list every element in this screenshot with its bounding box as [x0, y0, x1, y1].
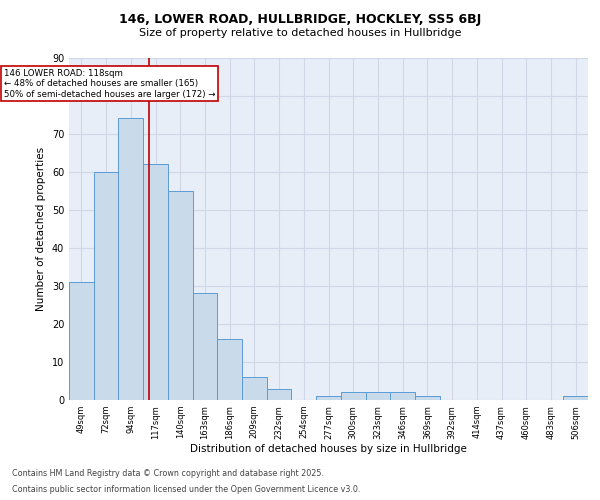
- Bar: [365, 392, 390, 400]
- Bar: [193, 294, 217, 400]
- Bar: [217, 339, 242, 400]
- Bar: [390, 392, 415, 400]
- Bar: [341, 392, 365, 400]
- X-axis label: Distribution of detached houses by size in Hullbridge: Distribution of detached houses by size …: [190, 444, 467, 454]
- Bar: [563, 396, 588, 400]
- Bar: [118, 118, 143, 400]
- Bar: [415, 396, 440, 400]
- Bar: [69, 282, 94, 400]
- Text: Contains HM Land Registry data © Crown copyright and database right 2025.: Contains HM Land Registry data © Crown c…: [12, 468, 324, 477]
- Text: 146 LOWER ROAD: 118sqm
← 48% of detached houses are smaller (165)
50% of semi-de: 146 LOWER ROAD: 118sqm ← 48% of detached…: [4, 69, 215, 98]
- Bar: [94, 172, 118, 400]
- Y-axis label: Number of detached properties: Number of detached properties: [36, 146, 46, 311]
- Bar: [267, 388, 292, 400]
- Text: 146, LOWER ROAD, HULLBRIDGE, HOCKLEY, SS5 6BJ: 146, LOWER ROAD, HULLBRIDGE, HOCKLEY, SS…: [119, 12, 481, 26]
- Bar: [316, 396, 341, 400]
- Bar: [143, 164, 168, 400]
- Bar: [242, 377, 267, 400]
- Bar: [168, 190, 193, 400]
- Text: Contains public sector information licensed under the Open Government Licence v3: Contains public sector information licen…: [12, 485, 361, 494]
- Text: Size of property relative to detached houses in Hullbridge: Size of property relative to detached ho…: [139, 28, 461, 38]
